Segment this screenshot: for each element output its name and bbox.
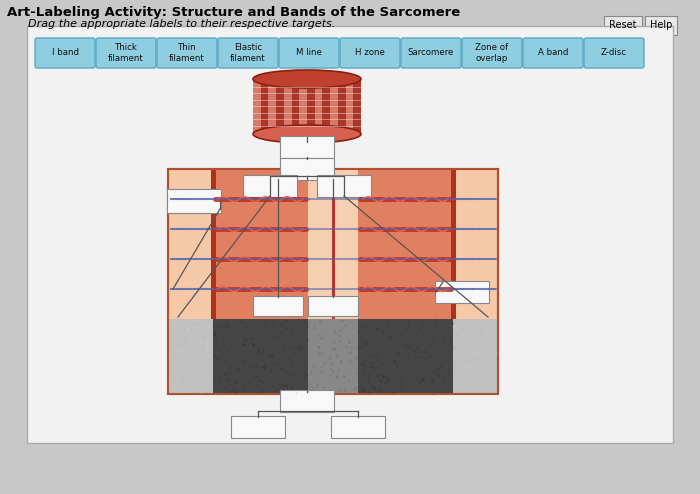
Bar [451,169,456,319]
FancyBboxPatch shape [340,38,400,68]
Ellipse shape [253,125,361,143]
FancyBboxPatch shape [435,281,489,303]
Text: Elastic
filament: Elastic filament [230,43,266,63]
Bar [284,79,292,134]
Bar [276,79,284,134]
FancyBboxPatch shape [280,390,334,412]
Text: Sarcomere: Sarcomere [408,48,454,57]
Bar [308,319,358,394]
FancyBboxPatch shape [584,38,644,68]
FancyBboxPatch shape [231,416,285,438]
Bar [268,79,276,134]
Bar [168,319,498,394]
Bar [253,79,260,134]
Bar [308,169,358,319]
FancyBboxPatch shape [280,158,334,180]
Text: Zone of
overlap: Zone of overlap [475,43,509,63]
Bar [211,169,216,319]
Text: Z-disc: Z-disc [601,48,627,57]
FancyBboxPatch shape [279,38,339,68]
Text: I band: I band [52,48,78,57]
FancyBboxPatch shape [645,16,677,35]
Bar [346,79,354,134]
FancyBboxPatch shape [35,38,95,68]
Text: Art-Labeling Activity: Structure and Bands of the Sarcomere: Art-Labeling Activity: Structure and Ban… [7,6,461,19]
FancyBboxPatch shape [308,296,358,316]
Bar [292,79,300,134]
FancyBboxPatch shape [243,175,297,197]
Bar [168,169,498,394]
Text: Thick
filament: Thick filament [108,43,144,63]
Bar [300,79,307,134]
FancyBboxPatch shape [253,296,303,316]
FancyBboxPatch shape [317,175,371,197]
Bar [260,79,268,134]
Bar [323,79,330,134]
FancyBboxPatch shape [157,38,217,68]
Text: Help: Help [650,20,672,31]
Text: Thin
filament: Thin filament [169,43,205,63]
Bar [338,79,346,134]
FancyBboxPatch shape [280,136,334,158]
Text: A band: A band [538,48,568,57]
Text: M line: M line [296,48,322,57]
FancyBboxPatch shape [523,38,583,68]
FancyBboxPatch shape [218,38,278,68]
Text: Reset: Reset [609,20,637,31]
Bar [307,79,315,134]
FancyBboxPatch shape [27,26,673,443]
FancyBboxPatch shape [462,38,522,68]
FancyBboxPatch shape [401,38,461,68]
Bar [315,79,323,134]
Bar [168,169,498,394]
FancyBboxPatch shape [167,189,221,213]
Bar [213,169,453,319]
Bar [330,79,338,134]
FancyBboxPatch shape [604,16,642,35]
Bar [253,79,361,134]
Bar [354,79,361,134]
Bar [213,319,453,394]
Ellipse shape [253,70,361,88]
FancyBboxPatch shape [96,38,156,68]
Bar [332,169,335,319]
FancyBboxPatch shape [331,416,385,438]
Text: Drag the appropriate labels to their respective targets.: Drag the appropriate labels to their res… [28,19,335,29]
Text: H zone: H zone [355,48,385,57]
